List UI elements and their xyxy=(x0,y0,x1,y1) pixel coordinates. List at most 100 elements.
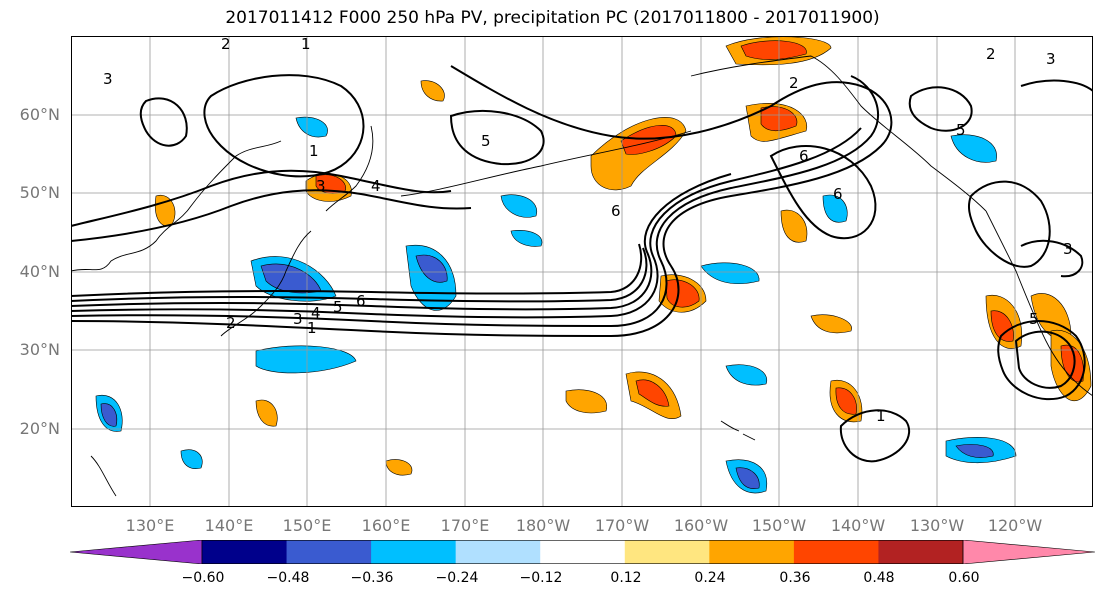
contour-label: 4 xyxy=(371,177,381,195)
precip-blob xyxy=(950,134,997,163)
pv-contour-n13 xyxy=(1020,239,1084,278)
na-west-coast xyxy=(985,210,1093,397)
lon-label: 170°E xyxy=(440,516,490,535)
precip-blob xyxy=(510,230,543,247)
colorbar-tick: 0.36 xyxy=(779,570,811,586)
precip-blob xyxy=(990,310,1014,342)
colorbar-swatch xyxy=(286,540,372,564)
colorbar-tick: −0.36 xyxy=(350,570,394,586)
lat-label: 50°N xyxy=(19,183,60,202)
pv-contour-3 xyxy=(71,127,862,319)
colorbar-swatch xyxy=(709,540,795,564)
colorbar-swatch xyxy=(540,540,626,564)
contour-label: 6 xyxy=(799,147,809,165)
lon-label: 140°E xyxy=(204,516,254,535)
colorbar-swatch xyxy=(455,540,541,564)
colorbar-swatch xyxy=(202,540,288,564)
lon-label: 170°W xyxy=(594,516,650,535)
contour-label: 6 xyxy=(356,292,366,310)
precip-blob xyxy=(740,40,807,60)
colorbar-tick: 0.24 xyxy=(694,570,726,586)
lon-label: 160°E xyxy=(361,516,411,535)
contour-label: 2 xyxy=(986,45,996,63)
lon-label: 140°W xyxy=(830,516,886,535)
pv-contour-n7 xyxy=(908,86,973,132)
contour-label: 4 xyxy=(311,304,321,322)
lon-label: 120°W xyxy=(987,516,1043,535)
contour-label: 3 xyxy=(1046,50,1056,68)
chart-title: 2017011412 F000 250 hPa PV, precipitatio… xyxy=(225,8,880,28)
contour-label: 1 xyxy=(301,36,311,53)
contour-label: 5 xyxy=(333,298,343,316)
lon-label: 150°E xyxy=(282,516,332,535)
pv-contour-n5 xyxy=(449,110,545,166)
precip-blob xyxy=(835,387,857,415)
colorbar-tick: 0.12 xyxy=(610,570,642,586)
colorbar xyxy=(70,540,1095,564)
colorbar-swatch xyxy=(878,540,964,564)
pv-contour-n6 xyxy=(769,145,877,240)
precip-shading xyxy=(95,36,1092,494)
pv-contour-2 xyxy=(71,75,880,328)
precip-blob xyxy=(565,389,608,414)
pv-contour-n3 xyxy=(71,169,452,227)
colorbar-tick: −0.48 xyxy=(266,570,310,586)
colorbar-extend-high xyxy=(962,540,1095,564)
contour-label: 6 xyxy=(833,185,843,203)
lon-label: 150°W xyxy=(751,516,807,535)
colorbar-tick: −0.60 xyxy=(181,570,225,586)
pv-contour-5 xyxy=(71,247,648,303)
philippines xyxy=(90,455,117,497)
contour-label: 3 xyxy=(293,310,303,328)
colorbar-swatches xyxy=(70,540,1095,564)
contour-labels: 1 2 3 4 5 6 1 2 1 3 4 3 6 6 2 6 5 2 3 3 … xyxy=(103,36,1073,425)
colorbar-swatch xyxy=(624,540,710,564)
pv-contour-n2 xyxy=(139,97,188,147)
pv-contour-6 xyxy=(71,243,643,297)
alaska-coast xyxy=(690,55,987,212)
precip-blob xyxy=(955,444,994,458)
contour-label: 3 xyxy=(316,177,326,195)
lat-label: 20°N xyxy=(19,419,60,438)
colorbar-swatch xyxy=(371,540,457,564)
precip-blob xyxy=(255,345,357,374)
colorbar-tick: −0.24 xyxy=(435,570,479,586)
precip-blob xyxy=(735,467,760,489)
lon-label: 130°W xyxy=(909,516,965,535)
lat-label: 60°N xyxy=(19,105,60,124)
precip-blob xyxy=(180,449,203,469)
precip-blob xyxy=(780,209,808,243)
pv-contour-n10 xyxy=(1014,330,1076,389)
contour-label: 1 xyxy=(876,407,886,425)
colorbar-swatch xyxy=(793,540,879,564)
kamchatka-coast xyxy=(325,125,374,212)
pv-contour-n8 xyxy=(967,180,1051,268)
gridlines xyxy=(71,36,1093,507)
lon-label: 160°W xyxy=(673,516,729,535)
colorbar-tick: 0.48 xyxy=(863,570,895,586)
contour-label: 2 xyxy=(226,314,236,332)
pv-contour-n11 xyxy=(839,409,911,463)
asia-coast xyxy=(71,140,282,272)
pv-contour-4 xyxy=(71,173,732,311)
precip-blob xyxy=(100,403,118,427)
contour-label: 1 xyxy=(309,142,319,160)
contour-label: 2 xyxy=(789,74,799,92)
precip-blob xyxy=(295,116,328,138)
precip-blob xyxy=(415,254,448,283)
precip-blob xyxy=(665,279,700,308)
pv-contour-n1 xyxy=(203,74,365,178)
colorbar-tick: −0.12 xyxy=(519,570,563,586)
hawaii xyxy=(720,420,756,441)
lat-label: 40°N xyxy=(19,262,60,281)
pv-contour-1 xyxy=(71,65,893,338)
contour-label: 3 xyxy=(103,70,113,88)
contour-label: 2 xyxy=(221,36,231,53)
precip-blob xyxy=(810,314,852,334)
precip-blob xyxy=(420,80,445,102)
precip-blob xyxy=(725,364,768,386)
colorbar-extend-low xyxy=(70,540,203,564)
precip-blob xyxy=(700,262,760,284)
contour-label: 5 xyxy=(1029,310,1039,328)
map-frame xyxy=(71,36,1093,507)
